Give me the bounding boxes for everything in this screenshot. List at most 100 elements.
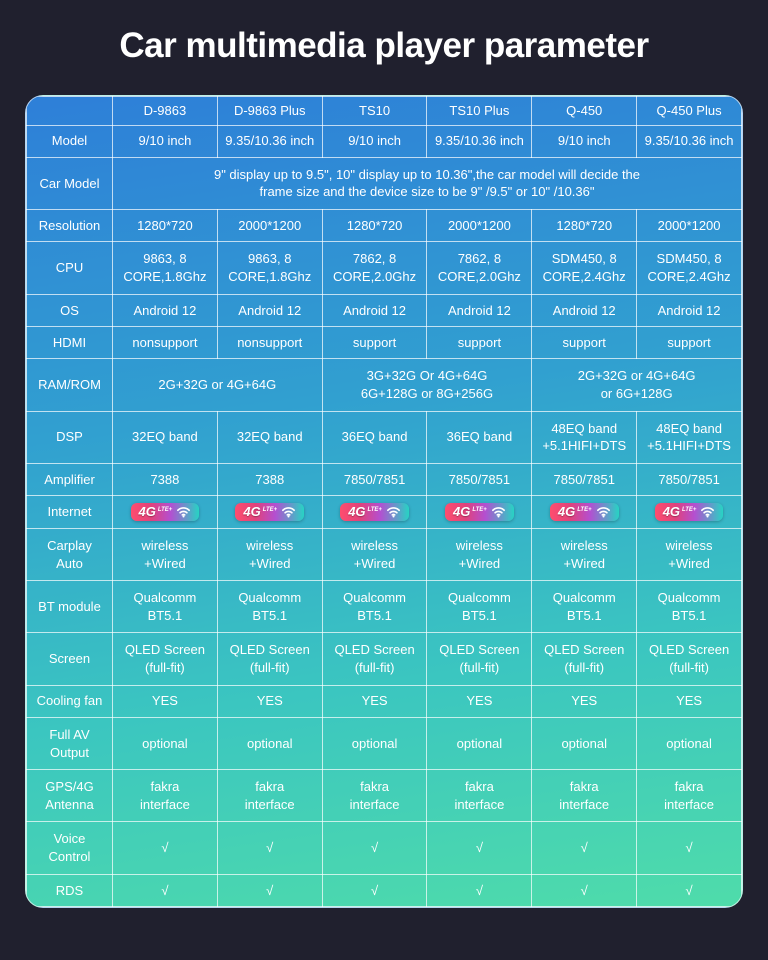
badge-4g-label: 4G bbox=[453, 503, 471, 519]
table-row: Model 9/10 inch 9.35/10.36 inch 9/10 inch 9.… bbox=[26, 124, 742, 158]
spec-cell: Qualcomm BT5.1 bbox=[426, 580, 533, 634]
spec-cell: fakra interface bbox=[636, 769, 742, 823]
spec-cell: Qualcomm BT5.1 bbox=[636, 580, 742, 634]
product-column-header: D-9863 Plus bbox=[216, 96, 323, 126]
spec-cell: 4G LTE+ bbox=[112, 495, 218, 529]
spec-cell: YES bbox=[321, 684, 428, 718]
row-label: Car Model bbox=[26, 156, 113, 211]
spec-cell: 48EQ band +5.1HIFI+DTS bbox=[636, 410, 742, 464]
spec-cell: YES bbox=[112, 684, 218, 718]
row-label: Cooling fan bbox=[26, 684, 113, 718]
spec-cell: √ bbox=[112, 873, 218, 907]
page-title: Car multimedia player parameter bbox=[119, 26, 649, 65]
spec-cell: 2000*1200 bbox=[636, 209, 742, 243]
row-label: Amplifier bbox=[26, 462, 113, 497]
spec-cell: 9.35/10.36 inch bbox=[636, 124, 742, 158]
spec-cell: Android 12 bbox=[531, 293, 638, 327]
table-row: Resolution 1280*720 2000*1200 1280*720 2000*… bbox=[26, 209, 742, 243]
spec-cell: optional bbox=[426, 716, 533, 771]
row-label: Internet bbox=[26, 495, 113, 529]
spec-cell: fakra interface bbox=[216, 769, 323, 823]
spec-cell: YES bbox=[426, 684, 533, 718]
table-row: Cooling fan YES YES YES YES YES YES bbox=[26, 684, 742, 718]
table-row: Voice Control √ √ √ √ √ √ bbox=[26, 821, 742, 875]
spec-cell: √ bbox=[636, 821, 742, 875]
spec-cell: 7850/7851 bbox=[426, 462, 533, 497]
spec-cell: 2G+32G or 4G+64G or 6G+128G bbox=[531, 358, 742, 412]
spec-cell: QLED Screen (full-fit) bbox=[636, 632, 742, 686]
table-row: RAM/ROM 2G+32G or 4G+64G 3G+32G Or 4G+64G … bbox=[26, 358, 742, 412]
spec-cell: 4G LTE+ bbox=[426, 495, 533, 529]
spec-cell: wireless +Wired bbox=[321, 527, 428, 582]
spec-cell: YES bbox=[636, 684, 742, 718]
table-row: Car Model 9" display up to 9.5", 10" disp… bbox=[26, 156, 742, 211]
spec-cell: 9.35/10.36 inch bbox=[216, 124, 323, 158]
spec-cell: optional bbox=[321, 716, 428, 771]
internet-4g-wifi-badge: 4G LTE+ bbox=[235, 502, 305, 521]
row-label: BT module bbox=[26, 580, 113, 634]
spec-cell: 2000*1200 bbox=[426, 209, 533, 243]
spec-cell: 2000*1200 bbox=[216, 209, 323, 243]
spec-cell: 9863, 8 CORE,1.8Ghz bbox=[216, 241, 323, 295]
internet-4g-wifi-badge: 4G LTE+ bbox=[549, 502, 619, 521]
internet-4g-wifi-badge: 4G LTE+ bbox=[130, 502, 200, 521]
spec-cell: 7862, 8 CORE,2.0Ghz bbox=[426, 241, 533, 295]
row-label: GPS/4G Antenna bbox=[26, 769, 113, 823]
spec-cell: wireless +Wired bbox=[426, 527, 533, 582]
table-row: Screen QLED Screen (full-fit) QLED Screen … bbox=[26, 632, 742, 686]
spec-cell: Android 12 bbox=[216, 293, 323, 327]
spec-cell: support bbox=[636, 325, 742, 360]
spec-cell: SDM450, 8 CORE,2.4Ghz bbox=[531, 241, 638, 295]
spec-cell: wireless +Wired bbox=[531, 527, 638, 582]
spec-cell: 4G LTE+ bbox=[636, 495, 742, 529]
spec-cell: √ bbox=[636, 873, 742, 907]
spec-cell: nonsupport bbox=[112, 325, 218, 360]
spec-cell: optional bbox=[636, 716, 742, 771]
spec-cell: support bbox=[321, 325, 428, 360]
spec-cell: YES bbox=[531, 684, 638, 718]
table-row: BT module Qualcomm BT5.1 Qualcomm BT5.1 Qua… bbox=[26, 580, 742, 634]
wifi-icon bbox=[596, 507, 610, 518]
table-row: GPS/4G Antenna fakra interface fakra inter… bbox=[26, 769, 742, 823]
row-label: CPU bbox=[26, 241, 113, 295]
spec-cell: Qualcomm BT5.1 bbox=[321, 580, 428, 634]
spec-cell: QLED Screen (full-fit) bbox=[426, 632, 533, 686]
badge-4g-label: 4G bbox=[348, 503, 366, 519]
spec-table: D-9863 D-9863 Plus TS10 TS10 Plus Q-450 Q-450… bbox=[26, 96, 742, 907]
spec-cell: support bbox=[426, 325, 533, 360]
spec-cell: YES bbox=[216, 684, 323, 718]
table-head: D-9863 D-9863 Plus TS10 TS10 Plus Q-450 Q-450… bbox=[26, 96, 742, 126]
spec-cell: √ bbox=[426, 873, 533, 907]
spec-cell: Qualcomm BT5.1 bbox=[531, 580, 638, 634]
spec-cell: √ bbox=[531, 873, 638, 907]
spec-cell: √ bbox=[216, 873, 323, 907]
spec-cell: optional bbox=[112, 716, 218, 771]
row-label: Carplay Auto bbox=[26, 527, 113, 582]
badge-lte-label: LTE+ bbox=[577, 506, 592, 513]
badge-4g-label: 4G bbox=[557, 503, 576, 519]
spec-cell: optional bbox=[531, 716, 638, 771]
wifi-icon bbox=[282, 507, 296, 518]
spec-cell: 9" display up to 9.5", 10" display up to… bbox=[112, 156, 742, 211]
spec-cell: 7388 bbox=[216, 462, 323, 497]
spec-cell: √ bbox=[321, 873, 428, 907]
product-column-header: TS10 bbox=[321, 96, 428, 126]
product-column-header: Q-450 Plus bbox=[636, 96, 742, 126]
spec-cell: fakra interface bbox=[531, 769, 638, 823]
spec-cell: nonsupport bbox=[216, 325, 323, 360]
spec-cell: Qualcomm BT5.1 bbox=[216, 580, 323, 634]
table-row: Internet 4G LTE+ 4G LTE+ 4G LTE+ 4G LTE+ 4G LTE+ 4G… bbox=[26, 495, 742, 529]
corner-cell bbox=[26, 96, 113, 126]
badge-lte-label: LTE+ bbox=[262, 506, 278, 513]
product-column-header: TS10 Plus bbox=[426, 96, 533, 126]
table-row: CPU 9863, 8 CORE,1.8Ghz 9863, 8 CORE,1.8Gh… bbox=[26, 241, 742, 295]
row-label: RDS bbox=[26, 873, 113, 907]
badge-lte-label: LTE+ bbox=[157, 506, 173, 513]
spec-cell: Android 12 bbox=[636, 293, 742, 327]
internet-4g-wifi-badge: 4G LTE+ bbox=[340, 502, 409, 521]
row-label: Full AV Output bbox=[26, 716, 113, 771]
spec-cell: fakra interface bbox=[112, 769, 218, 823]
spec-cell: 4G LTE+ bbox=[216, 495, 323, 529]
spec-cell: 7850/7851 bbox=[531, 462, 638, 497]
row-label: Screen bbox=[26, 632, 113, 686]
